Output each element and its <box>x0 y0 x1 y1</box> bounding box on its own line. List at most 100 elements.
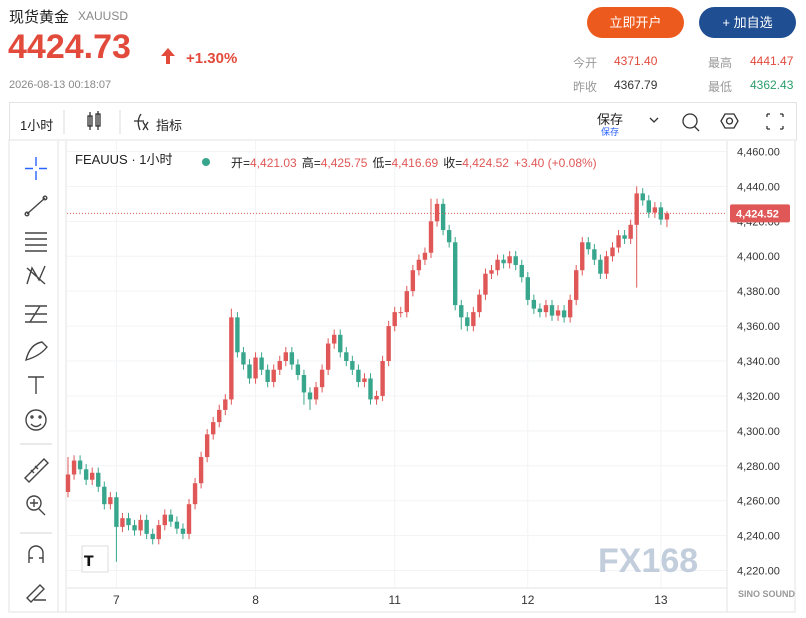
ohlc-value: 4,421.03 <box>250 156 297 170</box>
candle-body <box>313 387 319 400</box>
candle-body <box>586 242 591 250</box>
candle-body <box>241 352 246 365</box>
save-button[interactable]: 保存 <box>597 112 624 127</box>
candle-body <box>204 434 210 458</box>
candle-body <box>386 326 391 362</box>
candle-body <box>253 357 258 379</box>
open-account-button[interactable]: 立即开户 <box>587 7 684 38</box>
candle-body <box>471 312 476 327</box>
candle-body <box>83 469 89 480</box>
title: 现货黄金 <box>9 9 70 26</box>
candle-body <box>610 247 615 257</box>
candle-body <box>567 299 573 318</box>
stat-value: 4371.40 <box>614 54 658 68</box>
candle-body <box>483 273 488 295</box>
candle-body <box>453 242 458 306</box>
candle-body <box>277 361 282 370</box>
ohlc-value: 4,425.75 <box>321 156 368 170</box>
candle-body <box>658 207 664 220</box>
plot: 4,220.00 4,240.00 4,260.00 4,280.00 4,300.00… <box>65 141 796 612</box>
candle-body <box>646 200 651 213</box>
save-sub: 保存 <box>601 127 620 137</box>
candle-body <box>374 395 379 400</box>
candle-body <box>549 305 555 316</box>
candle-body <box>477 294 482 313</box>
candle-body <box>622 235 627 239</box>
candle-body <box>186 504 192 534</box>
toolbar <box>9 102 797 141</box>
drawing-tools[interactable] <box>20 157 52 603</box>
change: +1.30% <box>186 50 238 67</box>
candle-body <box>108 497 113 505</box>
candle-body <box>368 378 373 400</box>
candle-body <box>640 193 645 201</box>
stat-label: 最低 <box>708 80 733 94</box>
price: 4424.73 <box>8 28 131 66</box>
toolbar-icons <box>63 110 784 134</box>
watermark: FX168 <box>598 542 698 580</box>
y-tick-label: 4,400.00 <box>737 251 780 263</box>
ohlc-change: +3.40 (+0.08%) <box>514 156 597 170</box>
y-tick-label: 4,280.00 <box>737 461 780 473</box>
interval-button[interactable]: 1小时 <box>20 118 54 133</box>
candle-body <box>459 305 464 318</box>
y-tick-label: 4,320.00 <box>737 391 780 403</box>
y-tick-label: 4,440.00 <box>737 181 780 193</box>
y-tick-label: 4,240.00 <box>737 531 780 543</box>
candle-body <box>102 486 107 505</box>
candle-body <box>604 256 609 274</box>
y-tick-label: 4,220.00 <box>737 566 780 578</box>
candle-body <box>223 399 228 410</box>
candle-body <box>410 270 416 292</box>
candle-body <box>664 213 670 220</box>
x-tick-label: 12 <box>521 593 535 607</box>
ohlc-value: 4,424.52 <box>462 156 509 170</box>
candle-body <box>440 203 446 231</box>
candle-body <box>120 518 125 527</box>
ohlc-value: 4,416.69 <box>391 156 438 170</box>
candle-body <box>156 525 161 540</box>
stat-label: 昨收 <box>573 80 598 94</box>
candle-body <box>350 361 355 370</box>
status-dot <box>202 158 210 166</box>
candle-body <box>180 528 186 534</box>
candle-body <box>192 483 198 505</box>
add-watch-button[interactable]: + 加自选 <box>699 7 796 38</box>
indicators-button[interactable]: 指标 <box>156 118 183 133</box>
symbol: XAUUSD <box>78 9 129 23</box>
y-tick-label: 4,460.00 <box>737 146 780 158</box>
candle-body <box>319 369 325 388</box>
ohlc-label: 高= <box>302 155 321 170</box>
stat-label: 今开 <box>573 56 598 70</box>
y-tick-label: 4,340.00 <box>737 356 780 368</box>
candle-body <box>114 497 119 527</box>
candle-body <box>392 312 397 327</box>
candle-body <box>229 317 234 400</box>
candle-body <box>289 352 295 365</box>
candle-body <box>77 460 83 470</box>
x-tick-label: 7 <box>113 593 120 607</box>
stat-label: 最高 <box>708 56 733 70</box>
candle-body <box>162 514 167 526</box>
candle-body <box>168 514 174 522</box>
candle-body <box>592 249 597 260</box>
stat-value: 4367.79 <box>614 78 658 92</box>
last-price-label: 4,424.52 <box>736 208 779 220</box>
candle-body <box>580 242 585 271</box>
candle-body <box>380 361 385 396</box>
candle-body <box>198 457 204 484</box>
chart-title: FEAUUS · 1小时 <box>75 152 173 167</box>
candle-body <box>295 364 301 375</box>
candle-body <box>598 259 603 274</box>
candle-body <box>259 357 264 370</box>
y-tick-label: 4,360.00 <box>737 321 780 333</box>
candle-body <box>235 317 240 353</box>
candle-body <box>332 334 337 344</box>
candle-body <box>132 525 137 531</box>
candle-body <box>265 369 270 382</box>
candle-body <box>652 207 658 213</box>
candle-body <box>301 374 307 393</box>
candle-body <box>507 256 512 264</box>
